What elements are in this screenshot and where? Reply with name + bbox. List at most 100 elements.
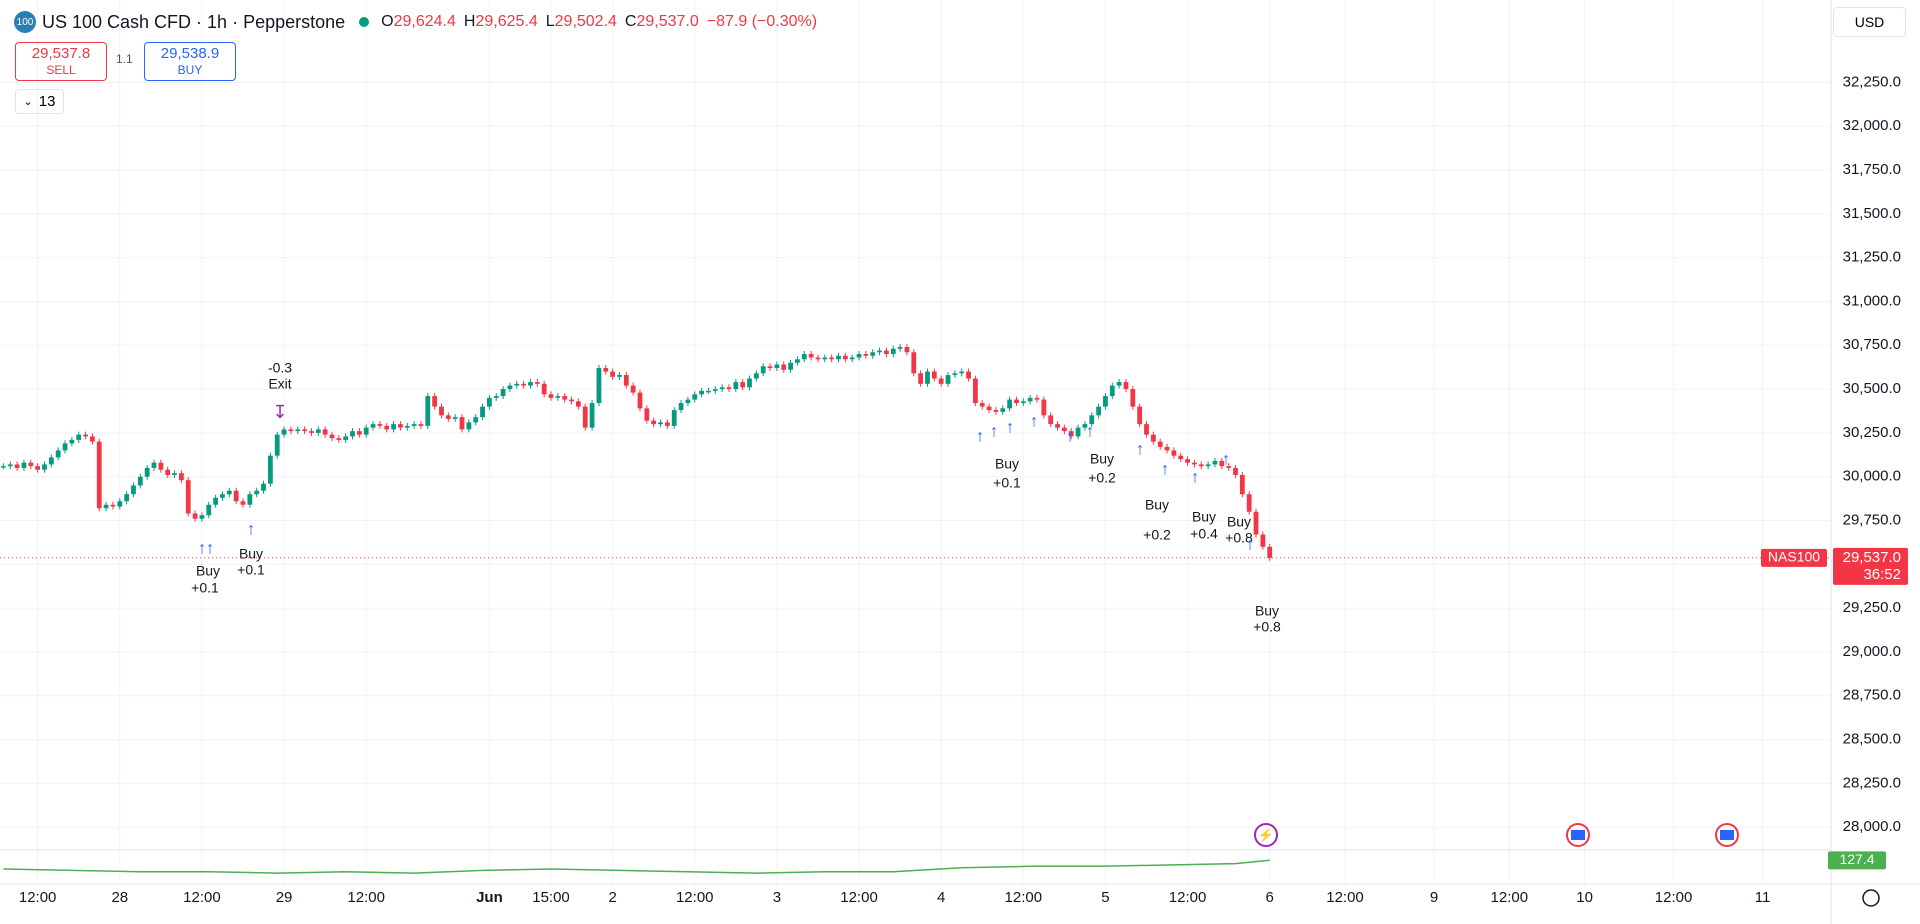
y-tick-label: 31,000.0 — [1843, 292, 1901, 309]
candle-body — [897, 347, 903, 349]
candle-body — [48, 457, 54, 465]
y-tick-label: 31,250.0 — [1843, 249, 1901, 266]
candle-body — [630, 385, 636, 393]
symbol-tag-box — [1761, 548, 1827, 567]
candle-body — [979, 403, 985, 407]
candle-body — [938, 378, 944, 384]
candle-body — [528, 382, 533, 386]
indicators-count: 13 — [38, 92, 56, 110]
candle-body — [466, 422, 472, 430]
market-status — [359, 17, 370, 27]
x-tick-label: Jun — [476, 889, 503, 906]
candle-body — [274, 434, 280, 456]
candle-body — [575, 401, 581, 407]
symbol-title[interactable]: US 100 Cash CFD · 1h · Pepperstone — [42, 11, 346, 32]
candles — [1, 344, 1273, 561]
buy-arrow: ↑ — [990, 421, 999, 440]
indicators-toggle[interactable]: ⌄ 13 — [15, 89, 64, 114]
annotation-pnl: +0.2 — [1088, 470, 1116, 486]
symbol-tag: NAS100 — [1768, 549, 1820, 565]
candle-body — [801, 354, 807, 360]
candle-body — [1164, 446, 1170, 451]
candle-body — [774, 364, 780, 369]
candle-body — [507, 385, 513, 390]
y-tick-label: 28,750.0 — [1843, 687, 1901, 704]
candle-body — [836, 355, 841, 360]
last-price-box — [1833, 547, 1908, 585]
buy-button[interactable]: 29,538.9 BUY — [144, 42, 236, 81]
candle-body — [753, 373, 759, 379]
x-tick-label: 15:00 — [532, 889, 570, 906]
candle-body — [781, 364, 787, 370]
candle-body — [1096, 406, 1101, 416]
candle-body — [952, 373, 958, 376]
x-tick-label: 29 — [276, 889, 293, 906]
candle-body — [21, 462, 27, 468]
candle-body — [1253, 511, 1259, 535]
buy-arrow: ↑ — [1222, 449, 1231, 468]
candle-body — [644, 408, 650, 421]
ohlc-key: H — [463, 13, 476, 30]
candle-body — [1048, 415, 1054, 425]
candle-body — [548, 394, 554, 398]
candle-body — [1171, 450, 1177, 456]
candle-body — [103, 504, 109, 509]
x-tick-label: 12:00 — [840, 889, 878, 906]
symbol-badge: 100 — [14, 11, 36, 33]
candle-body — [377, 424, 383, 426]
sell-button[interactable]: 29,537.8 SELL — [15, 42, 107, 81]
header: 100 US 100 Cash CFD · 1h · Pepperstone O… — [14, 10, 817, 34]
candle-body — [459, 417, 465, 430]
buy-arrow: ↑ — [1136, 439, 1145, 458]
candle-body — [870, 352, 876, 356]
candle-body — [596, 368, 602, 404]
sell-price: 29,537.8 — [31, 44, 91, 62]
x-tick-label: 12:00 — [1491, 889, 1529, 906]
candle-body — [972, 378, 978, 404]
ohlc-value: 29,624.4 — [393, 13, 456, 30]
candle-body — [220, 494, 225, 498]
candle-body — [1055, 424, 1060, 428]
candle-body — [1198, 464, 1204, 467]
flag-icon — [1571, 830, 1585, 840]
x-tick-label: 12:00 — [1169, 889, 1207, 906]
y-tick-label: 30,500.0 — [1843, 380, 1901, 397]
candle-body — [1192, 462, 1197, 465]
buy-arrow: ↑ — [247, 519, 256, 538]
candle-body — [83, 434, 88, 437]
currency-button[interactable]: USD — [1833, 7, 1906, 37]
annotation-text: Buy — [1227, 514, 1251, 530]
x-tick-label: 10 — [1576, 889, 1593, 906]
candle-body — [904, 347, 910, 353]
ohlc-value: 29,537.0 — [636, 13, 699, 30]
candle-body — [500, 389, 506, 397]
candle-body — [96, 441, 102, 509]
x-tick-label: 3 — [773, 889, 781, 906]
candle-body — [432, 396, 438, 407]
candle-body — [1000, 408, 1006, 412]
candle-body — [555, 396, 561, 398]
annotation-pnl: +0.1 — [237, 562, 265, 578]
y-tick-label: 31,750.0 — [1843, 161, 1901, 178]
candle-body — [712, 389, 718, 391]
candle-body — [678, 403, 684, 411]
candle-body — [425, 396, 431, 426]
settings-icon[interactable] — [1862, 889, 1880, 907]
exit-arrow: ↧ — [272, 402, 287, 422]
event-icon[interactable] — [1254, 823, 1278, 847]
candle-body — [959, 371, 965, 374]
candle-body — [1007, 399, 1013, 409]
buy-arrow: ↑ — [1086, 421, 1095, 440]
x-tick-label: 12:00 — [19, 889, 57, 906]
annotation-pnl: -0.3 — [268, 360, 292, 376]
candle-body — [117, 501, 123, 507]
candle-body — [336, 438, 342, 440]
candle-body — [582, 406, 588, 428]
candle-body — [740, 382, 746, 388]
candle-body — [55, 450, 61, 458]
candle-body — [165, 469, 171, 475]
candle-body — [90, 436, 95, 442]
candle-body — [815, 357, 821, 360]
